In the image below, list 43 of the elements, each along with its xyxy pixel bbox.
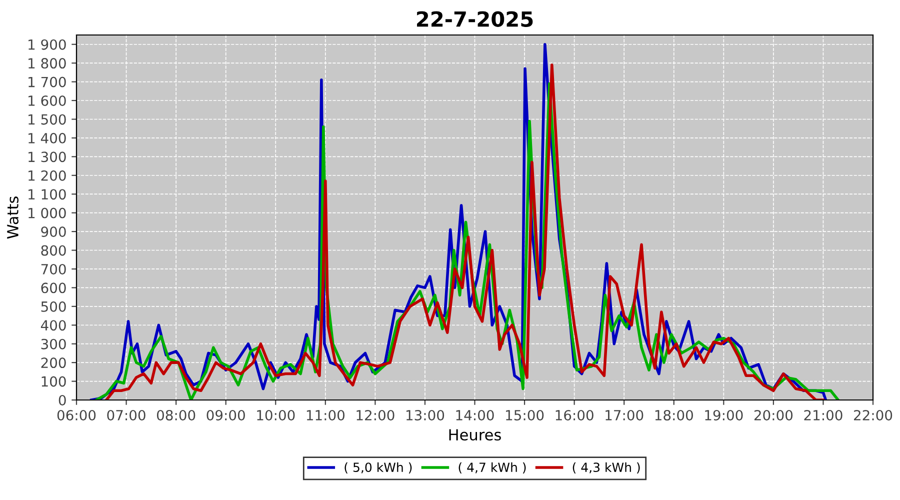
legend-label: ( 4,3 kWh ) [572, 462, 640, 474]
y-tick-label: 1 300 [28, 152, 66, 162]
x-tick-label: 10:00 [257, 410, 295, 420]
x-tick-label: 16:00 [556, 410, 594, 420]
y-tick-label: 1 800 [28, 58, 66, 69]
y-tick-label: 0 [58, 394, 66, 406]
y-tick-label: 1 700 [28, 76, 66, 88]
y-tick-label: 900 [41, 226, 66, 238]
x-tick-label: 21:00 [804, 410, 842, 420]
legend-label: ( 4,7 kWh ) [458, 462, 526, 474]
x-tick-label: 09:00 [206, 410, 245, 420]
y-tick-label: 1 400 [28, 132, 66, 144]
y-tick-label: 1 100 [28, 189, 66, 200]
x-tick-label: 15:00 [506, 410, 544, 420]
y-axis-title: Watts [7, 196, 18, 239]
x-tick-label: 06:00 [57, 410, 96, 420]
y-tick-label: 400 [40, 320, 66, 331]
x-tick-label: 11:00 [306, 410, 344, 420]
x-tick-label: 22:00 [854, 410, 892, 420]
x-tick-label: 13:00 [406, 410, 444, 420]
x-tick-label: 18:00 [655, 410, 693, 420]
legend-label: ( 5,0 kWh ) [344, 462, 412, 474]
y-tick-label: 700 [41, 264, 66, 274]
y-tick-label: 300 [41, 338, 66, 350]
x-tick-label: 17:00 [606, 410, 644, 420]
y-tick-label: 200 [41, 358, 66, 368]
y-tick-label: 1 600 [28, 95, 66, 106]
chart-title: 22-7-2025 [417, 11, 533, 27]
x-tick-label: 14:00 [456, 410, 494, 420]
y-tick-label: 800 [41, 245, 66, 256]
x-axis-title: Heures [449, 429, 501, 441]
x-tick-label: 19:00 [705, 410, 743, 420]
y-tick-label: 1 200 [28, 170, 66, 181]
y-tick-label: 500 [41, 301, 66, 312]
x-tick-label: 07:00 [107, 410, 146, 420]
y-tick-label: 100 [42, 376, 66, 387]
y-tick-label: 600 [41, 282, 66, 294]
x-tick-label: 20:00 [754, 410, 793, 420]
y-tick-label: 1 900 [28, 39, 66, 50]
y-tick-label: 1 500 [28, 114, 66, 125]
y-tick-label: 1 000 [28, 208, 66, 218]
x-tick-label: 12:00 [356, 410, 394, 420]
x-tick-label: 08:00 [156, 410, 196, 420]
